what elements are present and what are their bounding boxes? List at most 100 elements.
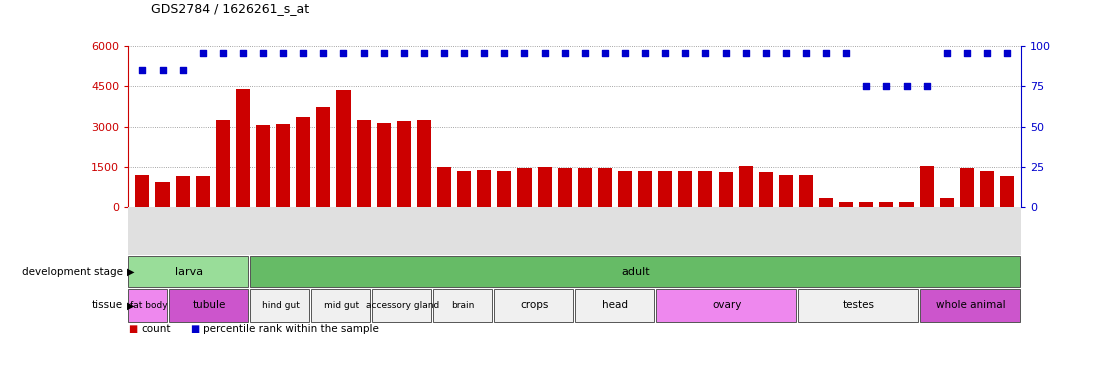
Bar: [372, 289, 431, 322]
Point: [174, 67, 192, 73]
Text: larva: larva: [175, 266, 203, 277]
Text: GSM188082: GSM188082: [504, 208, 513, 254]
Text: GSM188077: GSM188077: [404, 208, 413, 255]
Point: [254, 50, 272, 56]
Bar: [759, 172, 772, 207]
Bar: [739, 166, 752, 207]
Bar: [575, 289, 654, 322]
Text: GSM188080: GSM188080: [464, 208, 473, 254]
Text: count: count: [142, 324, 171, 334]
Text: tissue: tissue: [92, 300, 123, 310]
Text: GSM188107: GSM188107: [846, 208, 855, 254]
Point: [857, 83, 875, 89]
Text: GSM188099: GSM188099: [766, 208, 775, 255]
Point: [475, 50, 493, 56]
Point: [335, 50, 353, 56]
Point: [275, 50, 292, 56]
Point: [415, 50, 433, 56]
Bar: [879, 202, 894, 207]
Text: ▶: ▶: [127, 266, 135, 277]
Text: GSM188115: GSM188115: [1007, 208, 1016, 254]
Bar: [397, 121, 411, 207]
Point: [837, 50, 855, 56]
Point: [797, 50, 815, 56]
Bar: [135, 175, 150, 207]
Bar: [518, 168, 531, 207]
Point: [777, 50, 795, 56]
Text: testes: testes: [843, 300, 875, 310]
Text: GSM188108: GSM188108: [866, 208, 875, 254]
Text: ovary: ovary: [712, 300, 742, 310]
Point: [737, 50, 754, 56]
Bar: [1000, 177, 1014, 207]
Bar: [256, 125, 270, 207]
Bar: [899, 202, 914, 207]
Text: GSM188112: GSM188112: [946, 208, 955, 254]
Bar: [980, 171, 994, 207]
Text: GSM188087: GSM188087: [605, 208, 614, 254]
Text: ■: ■: [190, 324, 199, 334]
Text: GSM188110: GSM188110: [906, 208, 915, 254]
Bar: [498, 171, 511, 207]
Bar: [316, 107, 330, 207]
Text: GSM188111: GSM188111: [926, 208, 935, 254]
Bar: [169, 289, 249, 322]
Bar: [558, 168, 571, 207]
Point: [917, 83, 935, 89]
Text: GSM188085: GSM188085: [565, 208, 574, 254]
Point: [757, 50, 775, 56]
Text: ■: ■: [128, 324, 137, 334]
Point: [556, 50, 574, 56]
Bar: [478, 170, 491, 207]
Text: adult: adult: [622, 266, 650, 277]
Bar: [699, 171, 712, 207]
Bar: [215, 120, 230, 207]
Point: [395, 50, 413, 56]
Text: GSM188073: GSM188073: [324, 208, 333, 255]
Bar: [799, 175, 814, 207]
Point: [937, 50, 955, 56]
Text: GSM188078: GSM188078: [424, 208, 433, 254]
Text: whole animal: whole animal: [935, 300, 1006, 310]
Bar: [859, 202, 874, 207]
Text: GSM188076: GSM188076: [384, 208, 393, 255]
Point: [716, 50, 734, 56]
Bar: [458, 171, 471, 207]
Text: brain: brain: [452, 301, 474, 310]
Text: GSM188090: GSM188090: [665, 208, 674, 255]
Bar: [296, 118, 310, 207]
Text: ▶: ▶: [127, 300, 135, 310]
Bar: [798, 289, 918, 322]
Bar: [960, 168, 974, 207]
Text: GSM188114: GSM188114: [987, 208, 995, 254]
Text: GSM188113: GSM188113: [966, 208, 975, 254]
Text: crops: crops: [520, 300, 548, 310]
Point: [596, 50, 614, 56]
Bar: [155, 182, 170, 207]
Bar: [250, 256, 1020, 287]
Point: [214, 50, 232, 56]
Bar: [377, 123, 391, 207]
Text: tubule: tubule: [193, 300, 227, 310]
Text: GSM188074: GSM188074: [344, 208, 353, 255]
Text: GSM188094: GSM188094: [183, 208, 192, 255]
Text: GSM188100: GSM188100: [223, 208, 232, 254]
Text: GSM188091: GSM188091: [685, 208, 694, 254]
Bar: [437, 167, 451, 207]
Bar: [819, 198, 834, 207]
Point: [616, 50, 634, 56]
Bar: [433, 289, 492, 322]
Text: development stage: development stage: [21, 266, 123, 277]
Text: GSM188079: GSM188079: [444, 208, 453, 255]
Bar: [598, 168, 612, 207]
Bar: [538, 167, 551, 207]
Point: [375, 50, 393, 56]
Bar: [357, 120, 371, 207]
Text: GSM188081: GSM188081: [484, 208, 493, 254]
Text: GSM188083: GSM188083: [525, 208, 533, 254]
Bar: [175, 177, 190, 207]
Bar: [250, 289, 309, 322]
Point: [958, 50, 975, 56]
Text: percentile rank within the sample: percentile rank within the sample: [203, 324, 379, 334]
Point: [496, 50, 513, 56]
